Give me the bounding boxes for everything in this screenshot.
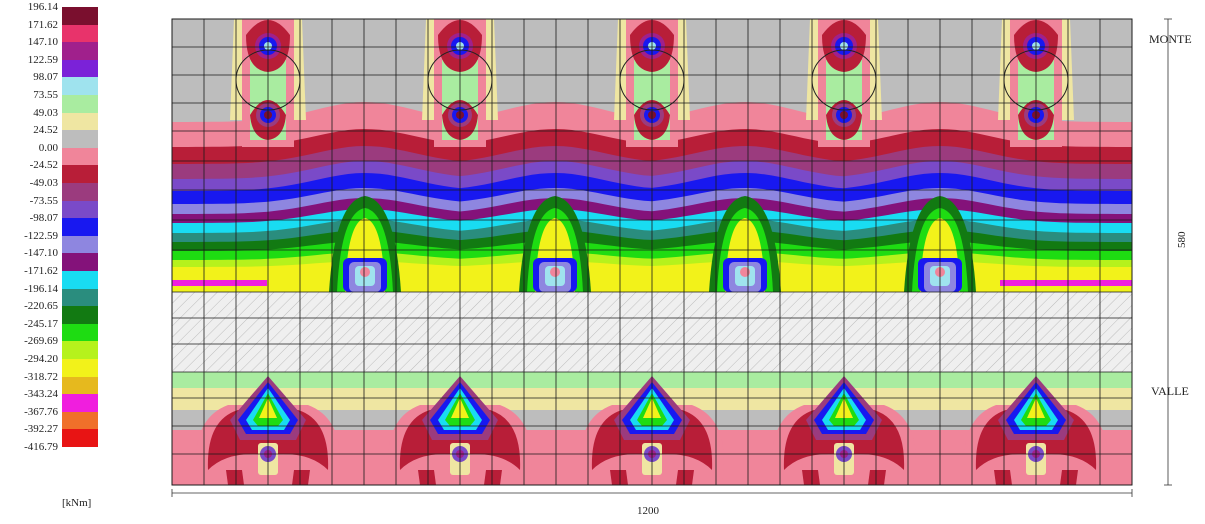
legend-value: 196.14 — [27, 1, 58, 13]
legend-value: 73.55 — [33, 89, 58, 101]
wing — [484, 470, 502, 485]
plate-border — [171, 18, 1133, 486]
legend-value: -245.17 — [24, 317, 58, 330]
wing — [226, 470, 244, 485]
legend-value: -343.24 — [24, 388, 58, 401]
legend-value: 147.10 — [27, 36, 58, 49]
legend-swatch — [62, 288, 98, 307]
legend-swatch — [62, 235, 98, 254]
legend-value: -269.69 — [24, 335, 58, 348]
monte-label: MONTE — [1149, 32, 1192, 46]
legend-value: 122.59 — [27, 53, 58, 66]
wing — [610, 470, 628, 485]
legend-unit: [kNm] — [62, 497, 92, 509]
legend-swatch — [62, 411, 98, 430]
legend-swatch — [62, 306, 98, 325]
column-node-center — [740, 267, 750, 277]
legend-swatch — [62, 183, 98, 201]
column-node-center — [360, 267, 370, 277]
edge-streak — [172, 280, 267, 286]
legend-value: 171.62 — [27, 18, 58, 31]
legend-min-value: -416.79 — [24, 441, 58, 453]
legend-value: -73.55 — [29, 194, 58, 207]
legend-swatch — [62, 42, 98, 61]
legend-swatch — [62, 323, 98, 342]
legend-value: 98.07 — [33, 71, 58, 84]
wing — [418, 470, 436, 485]
wing — [1060, 470, 1078, 485]
legend-swatch — [62, 77, 98, 96]
legend-value: -220.65 — [24, 300, 58, 313]
wing — [292, 470, 310, 485]
height-dimension-label: 580 — [1176, 231, 1188, 249]
legend-value: -318.72 — [24, 370, 58, 383]
legend-value: 49.03 — [33, 106, 58, 119]
legend-value: -367.76 — [24, 405, 58, 418]
legend-swatch — [62, 253, 98, 272]
edge-streak — [1000, 280, 1132, 286]
legend-swatch — [62, 130, 98, 149]
legend-swatch — [62, 359, 98, 377]
legend-value: -294.20 — [24, 353, 58, 365]
legend-swatch — [62, 376, 98, 395]
legend-swatch — [62, 165, 98, 184]
legend-swatch — [62, 59, 98, 78]
legend-swatch — [62, 429, 98, 448]
legend-value: -24.52 — [29, 159, 58, 172]
color-legend: 196.14 171.62 147.10 122.59 98.07 73.55 49.03 2… — [0, 0, 120, 524]
legend-swatch — [62, 271, 98, 289]
valle-label: VALLE — [1151, 384, 1189, 398]
legend-swatch — [62, 218, 98, 237]
wing — [994, 470, 1012, 485]
legend-swatch — [62, 147, 98, 166]
wing — [802, 470, 820, 485]
wing — [868, 470, 886, 485]
legend-value: 0.00 — [38, 141, 58, 154]
legend-swatch — [62, 112, 98, 131]
legend-swatch — [62, 394, 98, 413]
legend-swatch — [62, 7, 98, 25]
legend-swatch — [62, 24, 98, 43]
legend-value: -49.03 — [29, 177, 58, 189]
legend-value: -392.27 — [24, 423, 58, 436]
width-dimension-label: 1200 — [637, 505, 659, 517]
legend-value: 24.52 — [33, 124, 58, 137]
column-node-center — [550, 267, 560, 277]
legend-swatch — [62, 341, 98, 360]
legend-value: -98.07 — [29, 212, 58, 225]
legend-value: -171.62 — [24, 265, 58, 277]
legend-value: -147.10 — [24, 247, 58, 260]
legend-swatch — [62, 200, 98, 219]
legend-value: -122.59 — [24, 229, 58, 242]
legend-value: -196.14 — [24, 282, 58, 295]
legend-swatch — [62, 95, 98, 113]
wing — [676, 470, 694, 485]
